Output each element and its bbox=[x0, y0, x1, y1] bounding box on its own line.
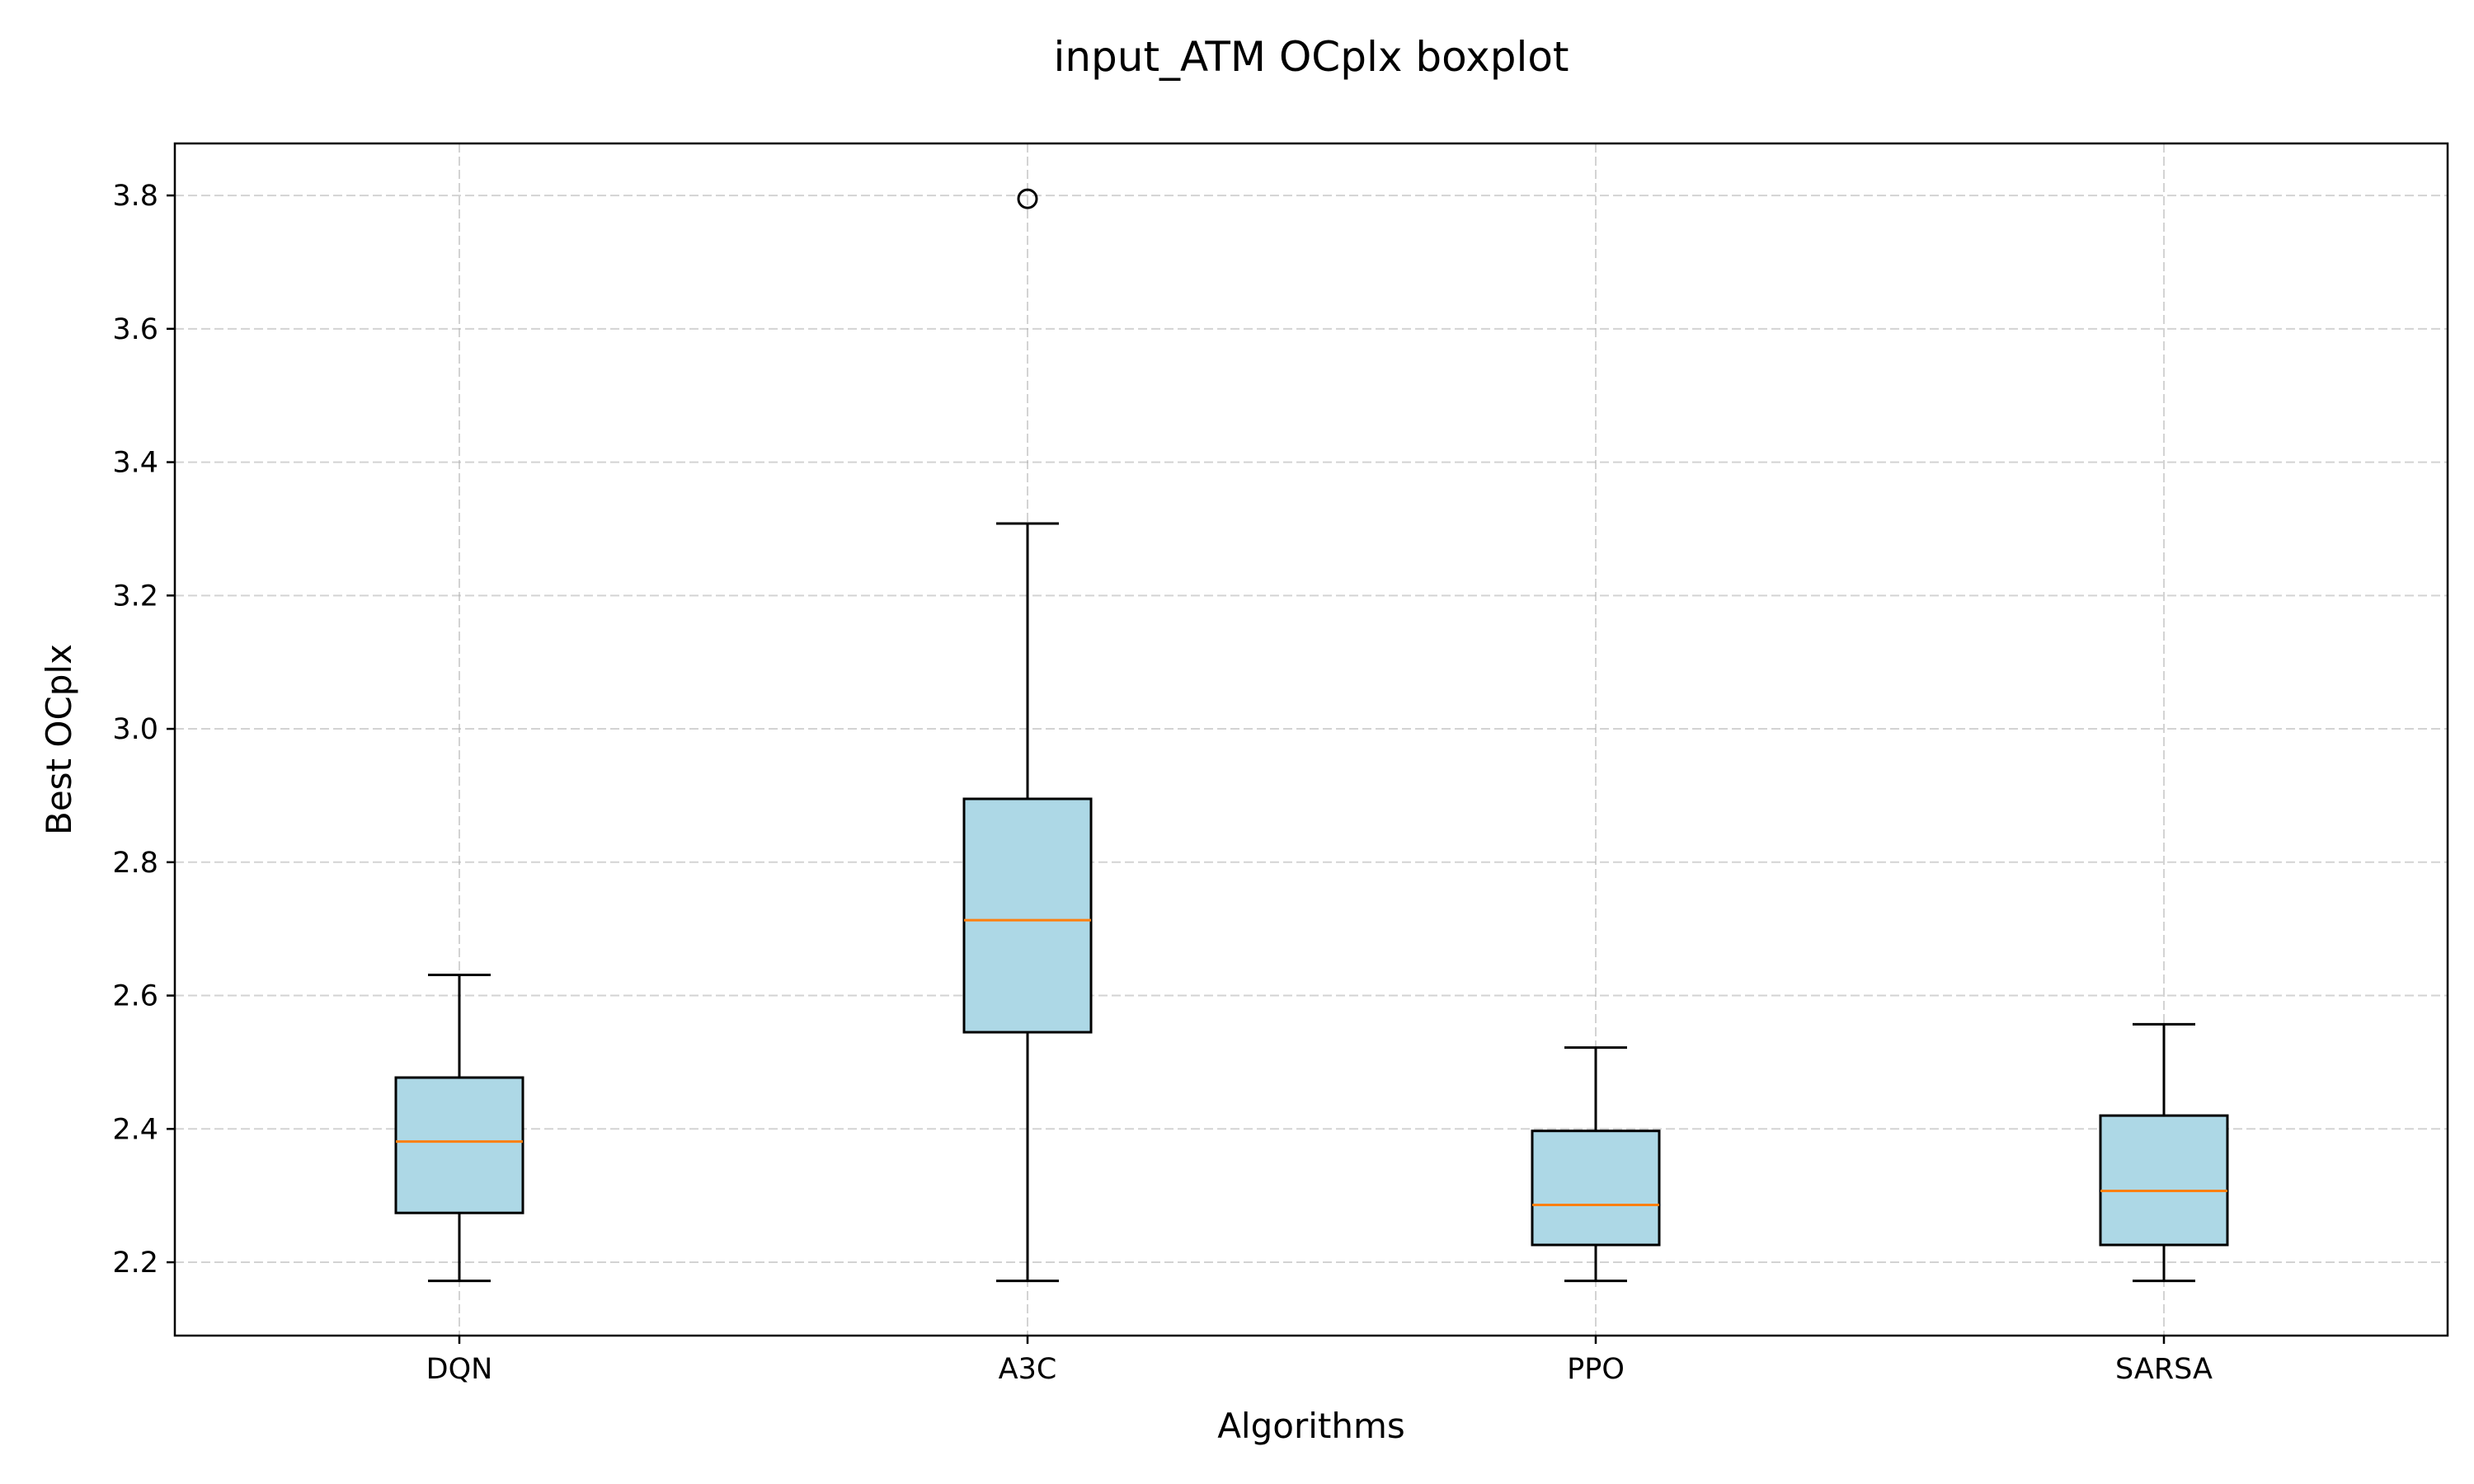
y-tick-label: 3.8 bbox=[112, 180, 158, 213]
plot-area-frame bbox=[173, 142, 2449, 1337]
x-tick-label: DQN bbox=[426, 1353, 493, 1386]
chart-title: input_ATM OCplx boxplot bbox=[1053, 33, 1569, 81]
y-tick-label: 2.4 bbox=[112, 1113, 158, 1146]
y-tick-label: 2.8 bbox=[112, 847, 158, 880]
box-group-sarsa bbox=[2099, 1022, 2229, 1283]
y-tick-label: 3.0 bbox=[112, 713, 158, 746]
box-group-a3c bbox=[962, 188, 1093, 1283]
y-tick-label: 2.2 bbox=[112, 1247, 158, 1280]
iqr-box bbox=[1531, 1129, 1661, 1247]
x-axis-label: Algorithms bbox=[1217, 1406, 1405, 1446]
box-group-dqn bbox=[394, 973, 524, 1283]
y-tick-label: 3.6 bbox=[112, 313, 158, 346]
x-tick-label: A3C bbox=[999, 1353, 1057, 1386]
x-tick-label: SARSA bbox=[2115, 1353, 2213, 1386]
y-tick-label: 3.4 bbox=[112, 447, 158, 480]
outlier-point bbox=[1017, 188, 1038, 209]
ticks: 2.2 2.4 2.6 2.8 3.0 3.2 3.4 3.6 3.8 DQN A3C PPO SARS… bbox=[112, 180, 2213, 1386]
grid bbox=[175, 143, 2448, 1336]
x-tick-label: PPO bbox=[1567, 1353, 1625, 1386]
y-tick-label: 3.2 bbox=[112, 580, 158, 613]
iqr-box bbox=[2099, 1114, 2229, 1247]
box-group-ppo bbox=[1531, 1046, 1661, 1283]
boxes bbox=[394, 188, 2229, 1283]
iqr-box bbox=[962, 797, 1093, 1034]
y-tick-label: 2.6 bbox=[112, 980, 158, 1013]
iqr-box bbox=[394, 1076, 524, 1214]
y-axis-label: Best OCplx bbox=[39, 644, 79, 835]
